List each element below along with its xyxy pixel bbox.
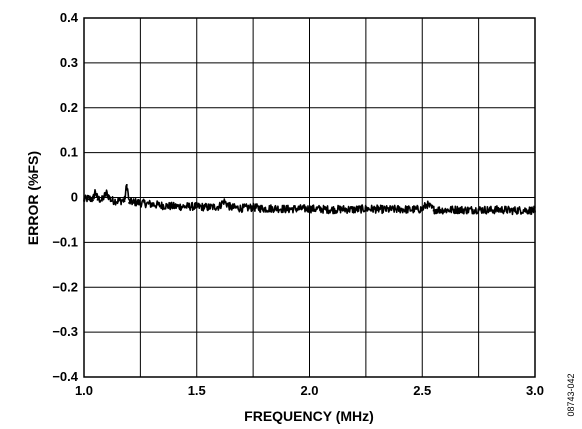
x-tick-label: 1.5 [188, 383, 206, 398]
x-tick-label: 3.0 [526, 383, 544, 398]
y-tick-label: −0.2 [52, 279, 78, 294]
x-tick-label: 2.5 [413, 383, 431, 398]
y-tick-label: 0 [71, 190, 78, 205]
x-axis-label: FREQUENCY (MHz) [244, 408, 374, 424]
y-tick-label: 0.3 [60, 55, 78, 70]
grid [83, 17, 536, 378]
series-line [83, 184, 536, 216]
y-tick-label: 0.2 [60, 100, 78, 115]
series-layer [83, 184, 536, 216]
y-axis-label: ERROR (%FS) [25, 151, 41, 245]
y-tick-label: −0.4 [52, 369, 78, 384]
x-tick-label: 1.0 [75, 383, 93, 398]
x-tick-label: 2.0 [300, 383, 318, 398]
figure-id: 08743-042 [566, 373, 576, 416]
x-tick-labels: 1.0 1.5 2.0 2.5 3.0 [75, 383, 544, 398]
y-tick-label: 0.1 [60, 145, 78, 160]
y-tick-label: −0.1 [52, 234, 78, 249]
y-tick-labels: −0.4 −0.3 −0.2 −0.1 0 0.1 0.2 0.3 0.4 [52, 10, 78, 384]
plot-frame [83, 17, 536, 378]
y-tick-label: −0.3 [52, 324, 78, 339]
y-tick-label: 0.4 [60, 10, 79, 25]
